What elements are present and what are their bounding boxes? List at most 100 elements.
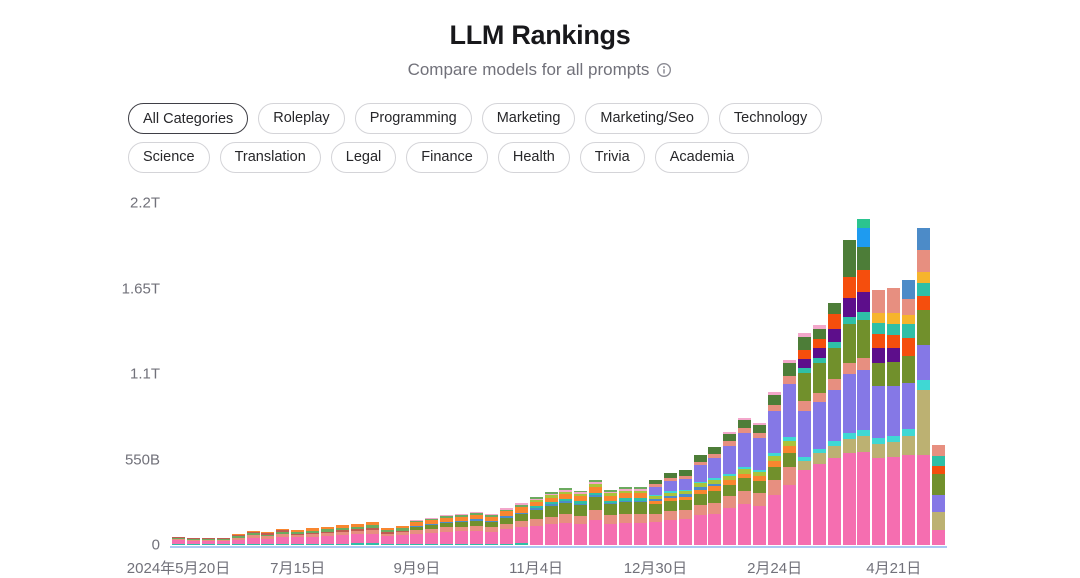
bar-segment-green [350, 526, 364, 530]
bar-segment-purple [917, 344, 931, 380]
bar-2024-10-28[interactable] [514, 503, 528, 545]
bar-2024-11-18[interactable] [559, 488, 573, 545]
bar-2025-02-03[interactable] [723, 432, 737, 545]
bar-2025-04-21[interactable] [887, 288, 901, 545]
bar-2024-12-16[interactable] [619, 487, 633, 545]
bar-2024-08-26[interactable] [380, 527, 394, 545]
bar-2024-07-29[interactable] [321, 526, 335, 545]
bar-2025-04-07[interactable] [857, 218, 871, 545]
bar-2024-06-10[interactable] [216, 537, 230, 545]
bar-segment-darkgreen [693, 455, 707, 462]
bar-2024-07-15[interactable] [291, 529, 305, 545]
bar-2024-08-12[interactable] [350, 523, 364, 545]
bar-2024-10-14[interactable] [484, 513, 498, 545]
bar-segment-orange [514, 506, 528, 513]
bar-2024-08-05[interactable] [335, 524, 349, 545]
bar-2024-10-21[interactable] [499, 508, 513, 545]
category-pill-all-categories[interactable]: All Categories [128, 103, 249, 134]
bar-segment-orangered [827, 313, 841, 329]
category-pill-trivia[interactable]: Trivia [579, 142, 645, 173]
category-pill-marketing[interactable]: Marketing [481, 103, 576, 134]
category-pill-roleplay[interactable]: Roleplay [258, 103, 345, 134]
bar-2024-06-03[interactable] [201, 538, 215, 545]
bar-2025-03-24[interactable] [827, 303, 841, 545]
bar-2024-09-30[interactable] [455, 513, 469, 545]
bar-segment-orangered [902, 337, 916, 357]
bar-2024-05-20[interactable] [172, 536, 185, 545]
bar-2024-07-22[interactable] [306, 528, 320, 545]
bar-segment-yellowgreen [753, 472, 767, 477]
category-pill-legal[interactable]: Legal [330, 142, 397, 173]
bar-segment-teal [574, 501, 588, 504]
bar-2024-12-02[interactable] [589, 480, 603, 545]
x-axis: 2024年5月20日 7月15日 9月9日 11月4日 12月30日 2月24日 4月21日 [0, 557, 1080, 577]
bar-2024-09-02[interactable] [395, 525, 409, 545]
category-pill-academia[interactable]: Academia [654, 142, 750, 173]
bar-2025-02-10[interactable] [738, 418, 752, 545]
category-pill-translation[interactable]: Translation [219, 142, 321, 173]
bar-segment-salmon [902, 298, 916, 315]
bar-segment-purple [872, 386, 886, 438]
bar-segment-crimson [380, 532, 394, 534]
bar-2025-03-17[interactable] [812, 325, 826, 545]
bar-2024-07-08[interactable] [276, 528, 290, 545]
bar-2024-12-30[interactable] [648, 480, 662, 545]
bar-segment-crimson [291, 533, 305, 535]
bar-2024-11-04[interactable] [529, 497, 543, 545]
bar-2024-12-09[interactable] [604, 490, 618, 545]
bar-2024-05-27[interactable] [186, 537, 200, 545]
bar-2024-09-23[interactable] [440, 515, 454, 545]
bar-segment-olive [663, 501, 677, 512]
bar-2025-05-12[interactable] [932, 445, 945, 545]
bar-2024-07-01[interactable] [261, 532, 275, 545]
bar-2025-02-24[interactable] [768, 392, 782, 545]
bar-2025-01-06[interactable] [663, 473, 677, 545]
bar-segment-pink [589, 519, 603, 545]
bar-2024-09-09[interactable] [410, 520, 424, 545]
bar-2025-03-03[interactable] [782, 360, 796, 545]
bar-2024-11-25[interactable] [574, 490, 588, 545]
bar-segment-orange [335, 524, 349, 528]
bar-2024-06-24[interactable] [246, 530, 260, 545]
bar-segment-crimson [335, 530, 349, 532]
bar-2025-03-31[interactable] [842, 240, 856, 545]
bar-2024-06-17[interactable] [231, 534, 245, 545]
category-pill-science[interactable]: Science [128, 142, 210, 173]
bar-2025-01-20[interactable] [693, 455, 707, 545]
bar-2025-04-14[interactable] [872, 290, 886, 545]
category-pill-marketing-seo[interactable]: Marketing/Seo [585, 103, 709, 134]
bar-segment-salmon [380, 533, 394, 537]
category-pill-finance[interactable]: Finance [406, 142, 488, 173]
bar-segment-salmon [455, 526, 469, 532]
category-pill-health[interactable]: Health [497, 142, 570, 173]
bar-segment-green [276, 531, 290, 534]
bar-2025-01-27[interactable] [708, 447, 722, 545]
bar-segment-pink [380, 536, 394, 544]
bar-2024-12-23[interactable] [633, 487, 647, 545]
bar-2025-04-28[interactable] [902, 280, 916, 545]
bar-2024-08-19[interactable] [365, 522, 379, 545]
bar-2025-02-17[interactable] [753, 423, 767, 545]
bar-segment-green [410, 521, 424, 523]
bar-segment-teal [887, 323, 901, 336]
bar-segment-yellowgreen [589, 484, 603, 487]
bar-segment-salmon [410, 530, 424, 535]
x-axis-label: 2月24日 [747, 560, 803, 577]
bar-2025-05-05[interactable] [917, 227, 931, 545]
bar-2024-11-11[interactable] [544, 492, 558, 545]
bar-segment-crimson [246, 531, 260, 534]
bar-segment-yellowgreen [574, 494, 588, 497]
bar-2025-03-10[interactable] [797, 333, 811, 545]
category-pill-programming[interactable]: Programming [354, 103, 472, 134]
info-icon[interactable] [656, 62, 672, 78]
bar-segment-teal [902, 324, 916, 338]
category-pill-technology[interactable]: Technology [718, 103, 823, 134]
bar-segment-purple [708, 458, 722, 478]
bar-2024-10-07[interactable] [470, 512, 484, 545]
bar-segment-lightpink [812, 325, 826, 329]
bar-2025-01-13[interactable] [678, 470, 692, 545]
bar-segment-crimson [231, 535, 245, 537]
bar-segment-orange [231, 534, 245, 536]
bar-segment-salmon [306, 534, 320, 537]
bar-2024-09-16[interactable] [425, 517, 439, 545]
